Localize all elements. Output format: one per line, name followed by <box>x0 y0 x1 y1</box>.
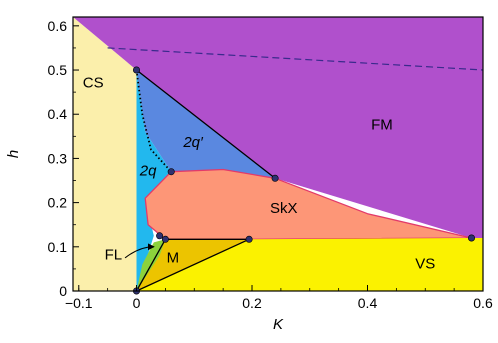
region-label-2q: 2q <box>139 163 157 180</box>
region-label-fm: FM <box>371 116 393 133</box>
data-point-0 <box>133 66 141 74</box>
boundary-dashed-2 <box>107 47 483 71</box>
region-skx <box>144 168 473 240</box>
x-axis-title: K <box>273 316 284 333</box>
y-tick-label-4: 0.4 <box>48 106 68 122</box>
x-tick-label-2: 0.2 <box>242 295 262 311</box>
boundary-solid-4 <box>135 238 166 291</box>
x-tick-label-4: 0.6 <box>473 295 493 311</box>
data-point-1 <box>167 168 175 176</box>
data-point-6 <box>156 232 164 240</box>
region-label-vs: VS <box>415 255 435 272</box>
region-label-cs: CS <box>83 74 104 91</box>
x-tick-label-3: 0.4 <box>358 295 378 311</box>
boundary-solid-3 <box>136 238 250 291</box>
y-tick-label-6: 0.6 <box>48 18 68 34</box>
y-tick-label-1: 0.1 <box>48 239 68 255</box>
region-label-skx: SkX <box>270 200 298 217</box>
data-point-3 <box>467 234 475 242</box>
region-label-2q-prime: 2q′ <box>182 134 204 151</box>
data-point-2 <box>271 174 279 182</box>
region-label-fl: FL <box>105 247 123 264</box>
x-tick-label-0: −0.1 <box>65 295 93 311</box>
boundaries-layer <box>107 47 483 291</box>
data-point-4 <box>245 235 253 243</box>
region-cs <box>73 17 137 291</box>
data-point-5 <box>161 235 169 243</box>
axes-layer: −0.1 0 0.2 0.4 0.600.10.20.30.40.50.6 <box>48 18 493 311</box>
region-label-m: M <box>167 250 180 267</box>
fl-annotation-arrow <box>124 243 155 259</box>
region-fm <box>73 17 483 238</box>
y-tick-label-3: 0.3 <box>48 150 68 166</box>
region-2q <box>136 70 172 291</box>
labels-layer: CS FM 2q′ 2q SkX VS M FL <box>83 74 436 272</box>
boundary-solid-0 <box>136 69 276 179</box>
plot-frame <box>72 16 484 292</box>
y-tick-label-2: 0.2 <box>48 195 68 211</box>
x-tick-label-1: 0 <box>133 295 141 311</box>
y-tick-label-0: 0 <box>59 283 67 299</box>
y-tick-label-5: 0.5 <box>48 62 68 78</box>
y-axis-title: h <box>5 150 22 158</box>
boundary-dotted-1 <box>135 69 172 173</box>
